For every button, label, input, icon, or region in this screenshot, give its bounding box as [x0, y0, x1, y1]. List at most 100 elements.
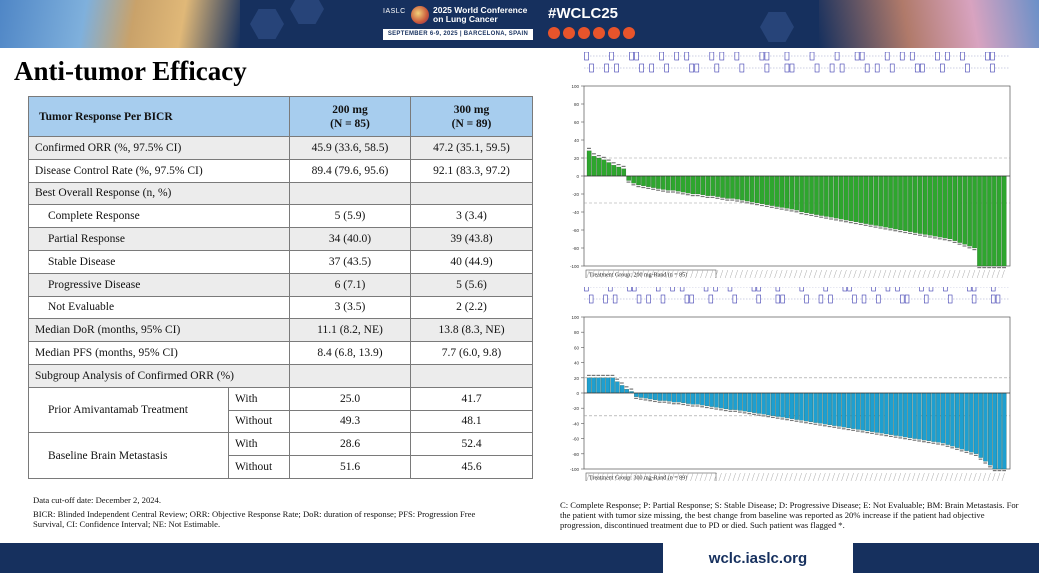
cell-200mg: 49.3 [289, 409, 411, 434]
patient-id-label [921, 472, 925, 481]
row-label: Not Evaluable [28, 295, 290, 320]
response-letter-mark [704, 406, 709, 409]
waterfall-bar [888, 392, 894, 435]
waterfall-bar [952, 175, 958, 241]
waterfall-bar [752, 392, 757, 413]
patient-id-label [600, 472, 604, 481]
response-marker [734, 52, 740, 61]
youtube-icon[interactable] [608, 27, 620, 39]
response-marker [924, 294, 929, 304]
patient-id-label [992, 472, 996, 481]
response-letter-mark [601, 156, 606, 158]
waterfall-bar [858, 175, 864, 223]
response-letter-mark [922, 441, 926, 443]
x-icon[interactable] [578, 27, 590, 39]
patient-id-label [963, 472, 968, 481]
patient-id-label [652, 472, 656, 481]
patient-id-label [704, 472, 708, 481]
response-marker [636, 294, 642, 304]
linkedin-icon[interactable] [563, 27, 575, 39]
waterfall-bar [813, 392, 818, 423]
waterfall-bar [883, 175, 888, 228]
waterfall-bar [846, 392, 851, 429]
waterfall-bar [1002, 392, 1007, 470]
patient-id-label [803, 269, 808, 278]
waterfall-bar [827, 392, 832, 426]
facebook-icon[interactable] [548, 27, 560, 39]
response-letter-mark [789, 210, 794, 212]
patient-id-label [643, 472, 647, 481]
response-marker [764, 52, 770, 61]
instagram-icon[interactable] [593, 27, 605, 39]
waterfall-bar [710, 175, 715, 196]
patient-id-label [822, 472, 826, 481]
patient-id-label [1001, 472, 1005, 481]
y-tick-label: -40 [572, 210, 579, 215]
response-letter-mark [750, 203, 754, 205]
waterfall-bar [779, 175, 785, 208]
patient-id-label [848, 269, 852, 278]
patient-id-label [850, 472, 854, 481]
patient-id-label [959, 472, 963, 481]
waterfall-bar [794, 392, 799, 420]
patient-id-label [981, 269, 986, 278]
patient-id-label [685, 472, 689, 481]
cell-300mg: 47.2 (35.1, 59.5) [410, 136, 533, 160]
city-photo-right [819, 0, 1039, 48]
patient-id-label [916, 472, 920, 481]
response-marker [852, 294, 857, 304]
waterfall-bar [631, 175, 636, 184]
response-letter-mark [982, 267, 987, 269]
patient-id-label [742, 472, 746, 481]
waterfall-bar [705, 175, 711, 196]
waterfall-bar [912, 392, 917, 439]
patient-id-label [887, 269, 892, 278]
response-marker [919, 287, 924, 292]
response-letter-mark [675, 192, 680, 194]
waterfall-bar [988, 392, 993, 466]
cell-300mg: 5 (5.6) [410, 272, 533, 297]
response-letter-mark [634, 397, 638, 399]
response-letter-mark [794, 211, 799, 213]
wechat-icon[interactable] [623, 27, 635, 39]
patient-id-label [991, 269, 995, 278]
patient-id-label [860, 472, 864, 481]
waterfall-bar [837, 392, 842, 427]
waterfall-bar [962, 175, 967, 245]
response-letter-mark [700, 406, 704, 408]
patient-id-label [883, 472, 887, 481]
response-letter-mark [690, 405, 695, 407]
patient-id-label [761, 472, 765, 481]
response-letter-mark [884, 435, 889, 437]
response-marker [854, 52, 860, 61]
patient-id-label [719, 269, 724, 278]
cell-200mg: 25.0 [289, 386, 411, 411]
patient-id-label [954, 472, 958, 481]
patient-id-label [676, 472, 680, 481]
patient-id-label [769, 269, 773, 278]
response-letter-mark [832, 426, 837, 428]
waterfall-bar [591, 156, 597, 177]
patient-id-label [671, 472, 675, 481]
waterfall-bar [651, 175, 656, 188]
cell-300mg: 40 (44.9) [410, 249, 533, 274]
response-marker [709, 52, 715, 61]
waterfall-bar [937, 175, 943, 238]
response-letter-mark [616, 164, 621, 166]
row-label: Confirmed ORR (%, 97.5% CI) [28, 136, 290, 160]
response-marker [895, 287, 900, 292]
patient-id-label [734, 269, 738, 278]
footer-url[interactable]: wclc.iaslc.org [663, 543, 853, 573]
patient-id-label [754, 269, 758, 278]
waterfall-bar [605, 377, 611, 394]
patient-id-label [690, 269, 694, 278]
row-label: Stable Disease [28, 249, 290, 274]
patient-id-label [655, 269, 659, 278]
waterfall-bar [853, 175, 859, 223]
y-tick-label: -60 [572, 228, 579, 233]
waterfall-bar [942, 175, 948, 239]
response-marker [603, 294, 608, 304]
patient-id-label [935, 472, 939, 481]
cell-200mg: 6 (7.1) [289, 272, 411, 297]
table-row: Subgroup Analysis of Confirmed ORR (%) [28, 363, 533, 388]
